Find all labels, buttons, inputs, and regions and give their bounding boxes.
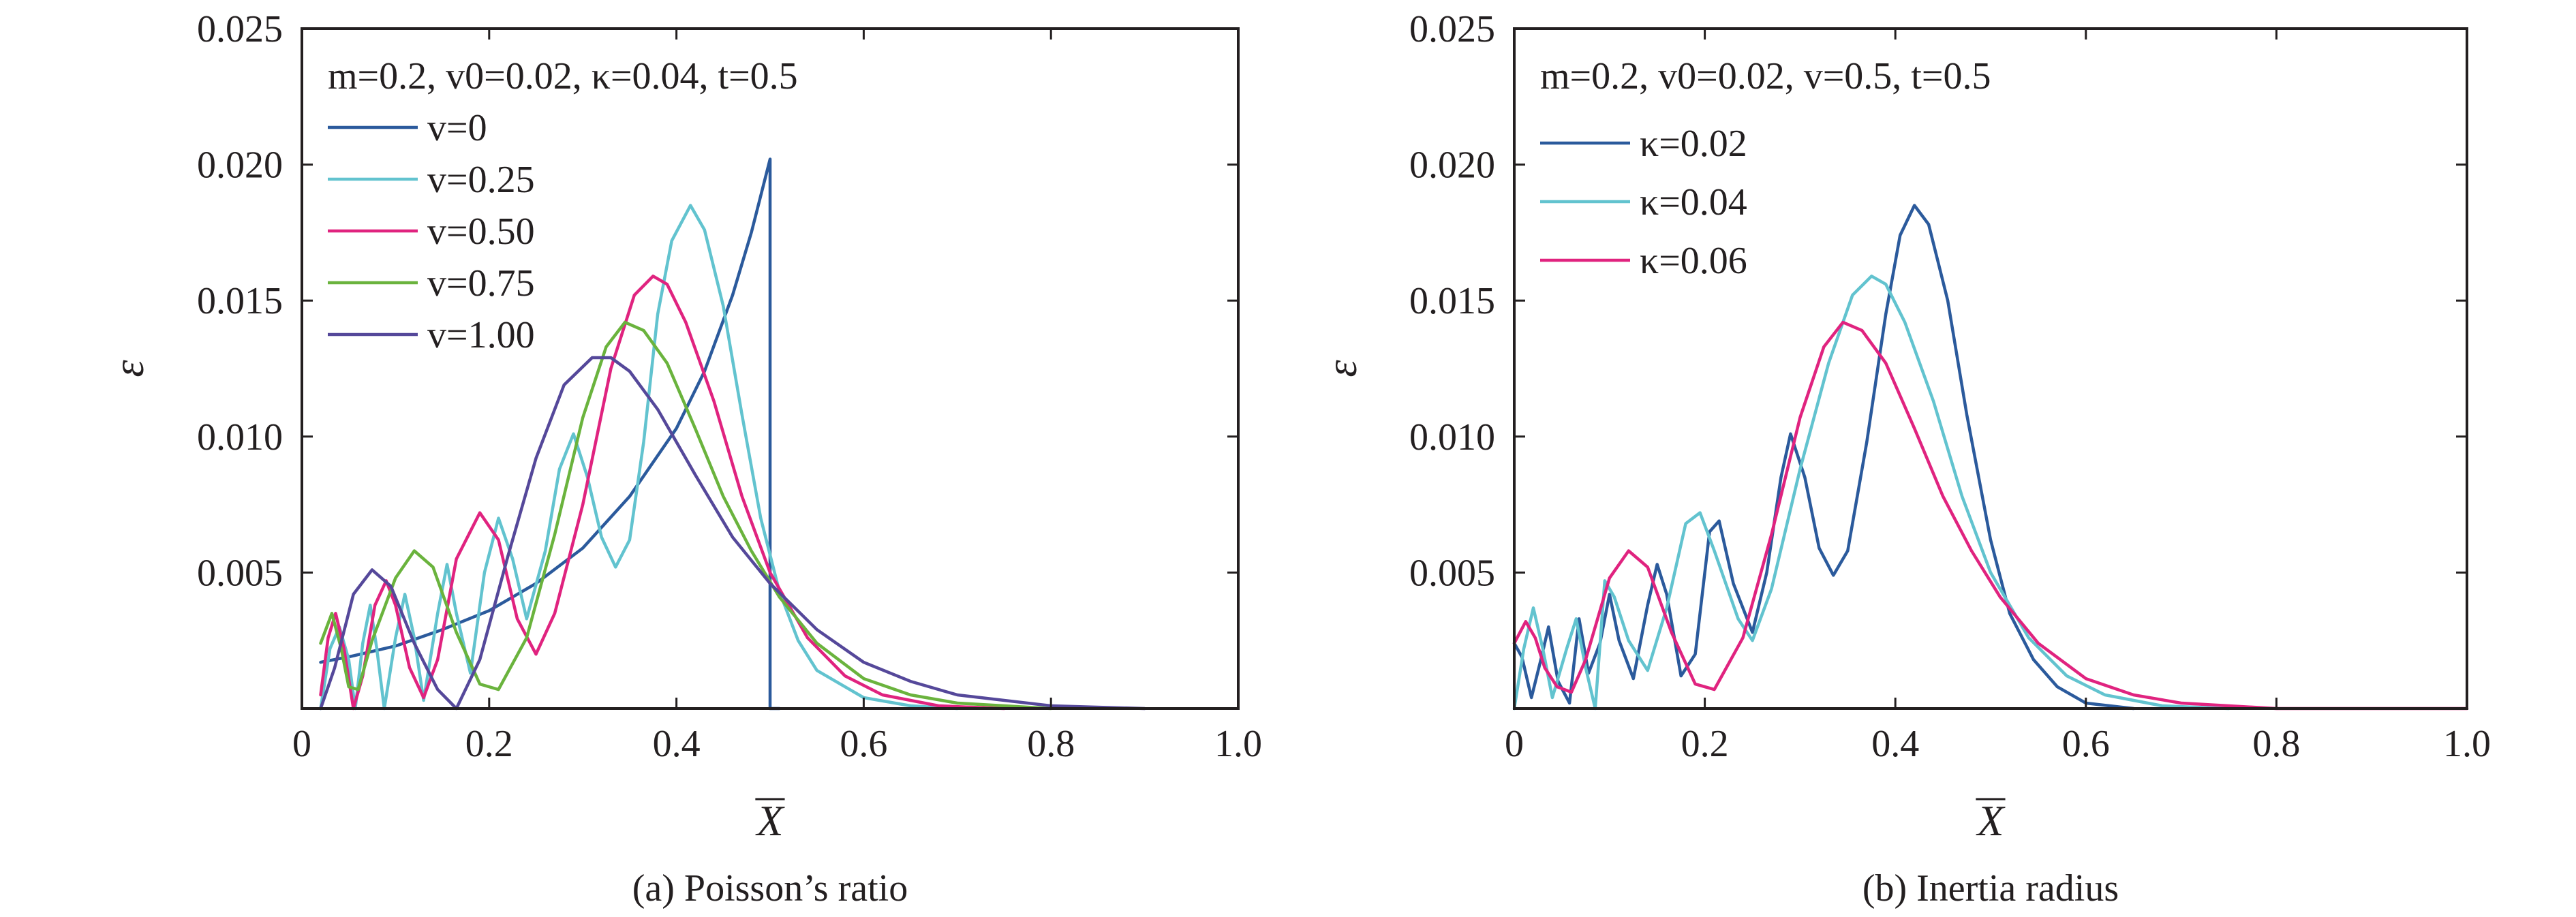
parameter-label: m=0.2, v0=0.02, v=0.5, t=0.5 — [1540, 55, 1991, 97]
legend: κ=0.02 κ=0.04 κ=0.06 — [1540, 123, 1747, 282]
series-line-1 — [1512, 204, 2135, 711]
chart-caption: (b) Inertia radius — [1862, 867, 2119, 910]
x-tick-label: 1.0 — [1214, 723, 1262, 765]
y-tick-label: 0.015 — [197, 280, 283, 322]
series-line-4 — [319, 320, 1053, 711]
legend-label: v=1.00 — [427, 314, 535, 356]
x-tick-label: 0.2 — [465, 723, 513, 765]
legend-label: κ=0.06 — [1640, 240, 1747, 282]
legend-label: κ=0.02 — [1640, 123, 1747, 165]
y-tick-label: 0.025 — [197, 8, 283, 50]
series-line-1 — [319, 157, 781, 711]
series-line-3 — [319, 275, 1006, 711]
y-tick-label: 0.005 — [1409, 552, 1495, 594]
x-axis-title: X — [754, 796, 785, 845]
x-tick-label: 0.4 — [653, 723, 701, 765]
legend-label: v=0.75 — [427, 262, 535, 305]
x-tick-label: 0.8 — [1027, 723, 1075, 765]
legend-label: κ=0.04 — [1640, 181, 1747, 223]
y-tick-label: 0.020 — [1409, 144, 1495, 187]
x-tick-label: 0.4 — [1871, 723, 1919, 765]
x-tick-label: 0.2 — [1681, 723, 1729, 765]
series-group — [1512, 204, 2469, 711]
x-axis-title: X — [1975, 796, 2006, 845]
x-tick-label: 0 — [292, 723, 311, 765]
series-line-2 — [1512, 275, 2230, 711]
y-tick-label: 0.010 — [1409, 416, 1495, 458]
plot-frame — [1513, 27, 2468, 710]
y-tick-label: 0.015 — [1409, 280, 1495, 322]
legend-label: v=0 — [427, 107, 487, 149]
y-tick-label: 0.010 — [197, 416, 283, 458]
chart-caption: (a) Poisson’s ratio — [632, 867, 908, 910]
x-tick-label: 0.6 — [2062, 723, 2110, 765]
y-axis-title: ε — [1317, 360, 1366, 377]
legend: v=0 v=0.25 v=0.50 v=0.75 v=1.00 — [328, 107, 535, 356]
series-line-3 — [1512, 320, 2469, 711]
series-line-2 — [319, 204, 960, 711]
chart-panel-inertia-radius: 0 0.2 0.4 0.6 0.8 1.0 0.005 0.010 0.015 0.020 0.02… — [1317, 8, 2491, 910]
y-tick-label: 0.025 — [1409, 8, 1495, 50]
series-line-5 — [319, 356, 1146, 711]
legend-label: v=0.50 — [427, 211, 535, 253]
x-tick-label: 0.6 — [840, 723, 887, 765]
series-group — [319, 157, 1146, 711]
y-tick-label: 0.005 — [197, 552, 283, 594]
x-tick-label: 0.8 — [2252, 723, 2300, 765]
x-tick-label: 1.0 — [2443, 723, 2491, 765]
legend-label: v=0.25 — [427, 159, 535, 201]
y-axis-title: ε — [104, 360, 153, 377]
y-tick-label: 0.020 — [197, 144, 283, 187]
plot-frame — [301, 27, 1240, 710]
parameter-label: m=0.2, v0=0.02, κ=0.04, t=0.5 — [328, 55, 798, 97]
chart-panel-poissons-ratio: 0 0.2 0.4 0.6 0.8 1.0 0.005 0.010 0.015 0.020 0.02… — [104, 8, 1262, 910]
x-tick-label: 0 — [1505, 723, 1524, 765]
